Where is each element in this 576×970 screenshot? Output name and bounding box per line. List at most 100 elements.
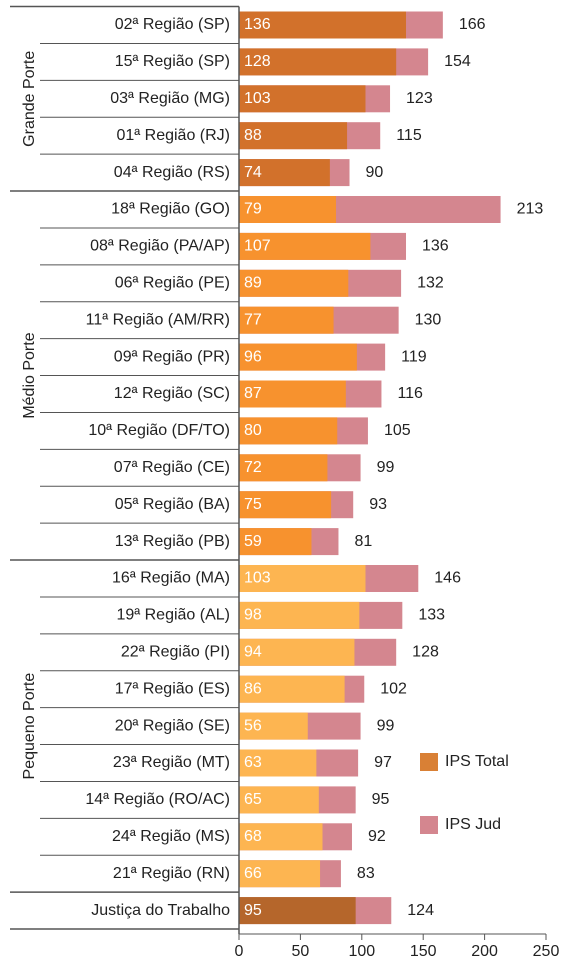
value-label: 86 — [244, 680, 262, 697]
value-label: 166 — [459, 16, 486, 33]
category-label: 19ª Região (AL) — [116, 607, 230, 624]
category-label: 05ª Região (BA) — [115, 496, 230, 513]
value-label: 95 — [244, 902, 262, 919]
value-label: 115 — [396, 127, 422, 144]
x-tick-label: 250 — [533, 943, 560, 960]
value-label: 103 — [244, 570, 271, 587]
bar-ips-total — [239, 786, 319, 814]
value-label: 79 — [244, 201, 262, 218]
value-label: 83 — [357, 865, 375, 882]
bar-ips-total — [239, 122, 348, 150]
bar-ips-total — [239, 196, 337, 223]
value-label: 98 — [244, 607, 262, 624]
value-label: 72 — [244, 459, 262, 476]
bar-ips-total — [239, 897, 356, 925]
bar-ips-total — [239, 565, 366, 592]
value-label: 128 — [412, 644, 439, 661]
category-label: 17ª Região (ES) — [115, 680, 230, 697]
value-label: 89 — [244, 275, 262, 292]
bar-ips-total — [239, 159, 330, 187]
x-tick-label: 150 — [410, 943, 437, 960]
value-label: 103 — [244, 90, 271, 107]
bar-ips-total — [239, 380, 346, 408]
value-label: 132 — [417, 275, 444, 292]
x-tick-label: 0 — [235, 943, 244, 960]
category-label: 04ª Região (RS) — [114, 164, 230, 181]
bar-ips-total — [239, 343, 357, 371]
value-label: 56 — [244, 717, 262, 734]
value-label: 97 — [374, 754, 392, 771]
value-label: 133 — [418, 607, 445, 624]
category-label: 10ª Região (DF/TO) — [88, 422, 230, 439]
value-label: 59 — [244, 533, 262, 550]
category-label: 16ª Região (MA) — [112, 570, 230, 587]
group-label: Grande Porte — [21, 51, 38, 147]
value-label: 123 — [406, 90, 433, 107]
category-label: 02ª Região (SP) — [115, 16, 230, 33]
bar-ips-total — [239, 269, 349, 297]
bar-ips-total — [239, 749, 317, 777]
category-label: 06ª Região (PE) — [115, 275, 230, 292]
bar-ips-total — [239, 306, 334, 334]
value-label: 75 — [244, 496, 262, 513]
category-label: 07ª Região (CE) — [114, 459, 230, 476]
value-label: 136 — [422, 238, 449, 255]
category-label: 11ª Região (AM/RR) — [86, 311, 230, 328]
category-label: 18ª Região (GO) — [111, 201, 230, 218]
category-label: 12ª Região (SC) — [114, 385, 230, 402]
value-label: 130 — [415, 311, 442, 328]
category-label: 03ª Região (MG) — [110, 90, 230, 107]
category-label: Justiça do Trabalho — [91, 902, 230, 919]
bar-ips-total — [239, 712, 308, 740]
bar-ips-total — [239, 11, 407, 39]
category-label: 21ª Região (RN) — [113, 865, 230, 882]
category-label: 20ª Região (SE) — [115, 717, 230, 734]
value-label: 128 — [244, 53, 271, 70]
value-label: 213 — [517, 201, 544, 218]
value-label: 107 — [244, 238, 271, 255]
bar-ips-total — [239, 601, 360, 629]
value-label: 105 — [384, 422, 411, 439]
bar-ips-total — [239, 454, 328, 482]
value-label: 95 — [372, 791, 390, 808]
value-label: 96 — [244, 348, 262, 365]
category-label: 01ª Região (RJ) — [116, 127, 230, 144]
bar-ips-total — [239, 491, 332, 519]
category-label: 24ª Região (MS) — [112, 828, 230, 845]
value-label: 88 — [244, 127, 262, 144]
value-label: 116 — [397, 385, 423, 402]
category-label: 08ª Região (PA/AP) — [90, 238, 230, 255]
value-label: 74 — [244, 164, 262, 181]
value-label: 92 — [368, 828, 386, 845]
x-tick-label: 50 — [292, 943, 310, 960]
bar-ips-total — [239, 638, 355, 666]
category-label: 15ª Região (SP) — [115, 53, 230, 70]
legend-label: IPS Total — [445, 753, 509, 770]
value-label: 124 — [407, 902, 434, 919]
value-label: 66 — [244, 865, 262, 882]
bar-ips-total — [239, 48, 397, 76]
value-label: 99 — [377, 459, 395, 476]
bar-ips-total — [239, 85, 366, 113]
legend-label: IPS Jud — [445, 816, 501, 833]
legend-swatch — [420, 753, 438, 771]
value-label: 136 — [244, 16, 271, 33]
value-label: 93 — [369, 496, 387, 513]
category-label: 13ª Região (PB) — [115, 533, 230, 550]
category-label: 23ª Região (MT) — [113, 754, 230, 771]
x-tick-label: 200 — [471, 943, 498, 960]
bar-ips-total — [239, 823, 323, 851]
value-label: 81 — [354, 533, 372, 550]
legend-swatch — [420, 816, 438, 834]
value-label: 65 — [244, 791, 262, 808]
value-label: 99 — [377, 717, 395, 734]
value-label: 90 — [366, 164, 384, 181]
bar-ips-total — [239, 860, 321, 888]
x-tick-label: 100 — [348, 943, 375, 960]
bar-ips-total — [239, 417, 338, 445]
value-label: 87 — [244, 385, 262, 402]
bar-ips-total — [239, 528, 312, 556]
value-label: 102 — [380, 680, 407, 697]
group-label: Médio Porte — [21, 332, 38, 418]
